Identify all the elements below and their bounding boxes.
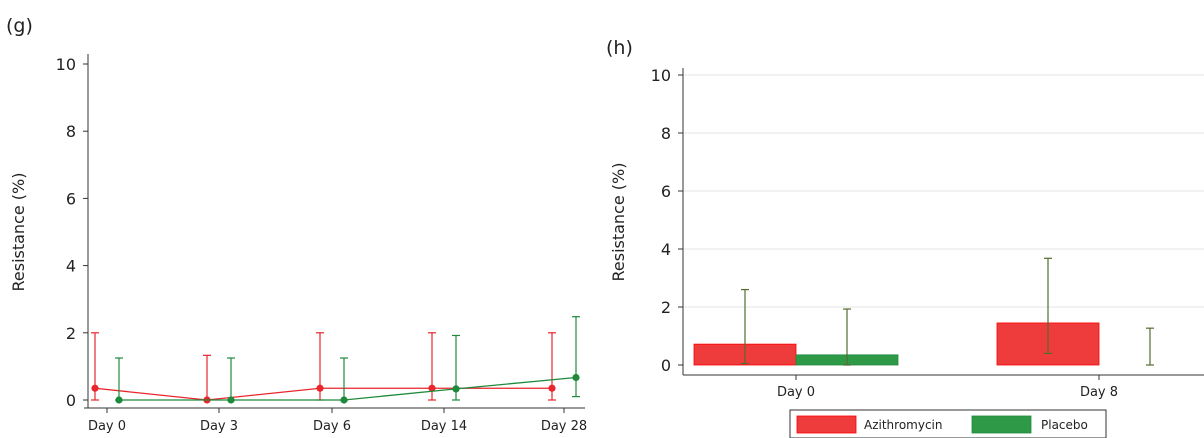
y-tick-label: 0 [661,356,671,375]
series-1 [115,316,580,404]
data-point [428,384,436,392]
y-tick-label: 0 [66,391,76,410]
x-tick-label: Day 0 [777,385,815,400]
legend-swatch [796,415,857,434]
series-0 [693,257,1100,366]
y-tick-label: 10 [651,66,671,85]
series-line [94,387,552,401]
data-point [340,396,348,404]
data-point [91,384,99,392]
x-tick-label: Day 0 [88,419,126,434]
x-tick-label: Day 6 [313,419,351,434]
legend: Azithromycin Placebo [789,409,1107,438]
x-tick-label: Day 8 [1080,385,1118,400]
panel-g: (g) 0 2 4 6 8 10 Resistance (%) Day 0 Day 3 Day 6 D… [6,15,587,434]
y-tick-label: 2 [661,298,671,317]
legend-label: Azithromycin [864,418,943,432]
y-tick-label: 2 [66,324,76,343]
series-1 [795,308,1154,366]
y-tick-label: 4 [661,240,671,259]
data-point [316,384,324,392]
panel-label-g: (g) [6,15,33,37]
series-0 [91,332,556,404]
y-axis-title: Resistance (%) [609,163,628,282]
x-tick-label: Day 28 [541,419,587,434]
y-tick-label: 6 [66,189,76,208]
legend-swatch [971,415,1032,434]
x-tick-label: Day 3 [200,419,238,434]
y-tick-label: 4 [66,257,76,276]
data-point [452,385,460,393]
data-point [115,396,123,404]
x-tick-label: Day 14 [421,419,467,434]
legend-label: Placebo [1041,418,1088,432]
y-tick-label: 8 [66,122,76,141]
panel-label-h: (h) [606,37,633,59]
data-point [227,396,235,404]
data-point [548,384,556,392]
panel-h: (h) 0 2 4 6 8 10 Resistance (%) Day 0 Day 8 Azithr… [606,37,1204,438]
y-axis-title: Resistance (%) [9,173,28,292]
y-tick-label: 6 [661,182,671,201]
data-point [572,373,580,382]
y-tick-label: 10 [56,55,76,74]
y-tick-label: 8 [661,124,671,143]
